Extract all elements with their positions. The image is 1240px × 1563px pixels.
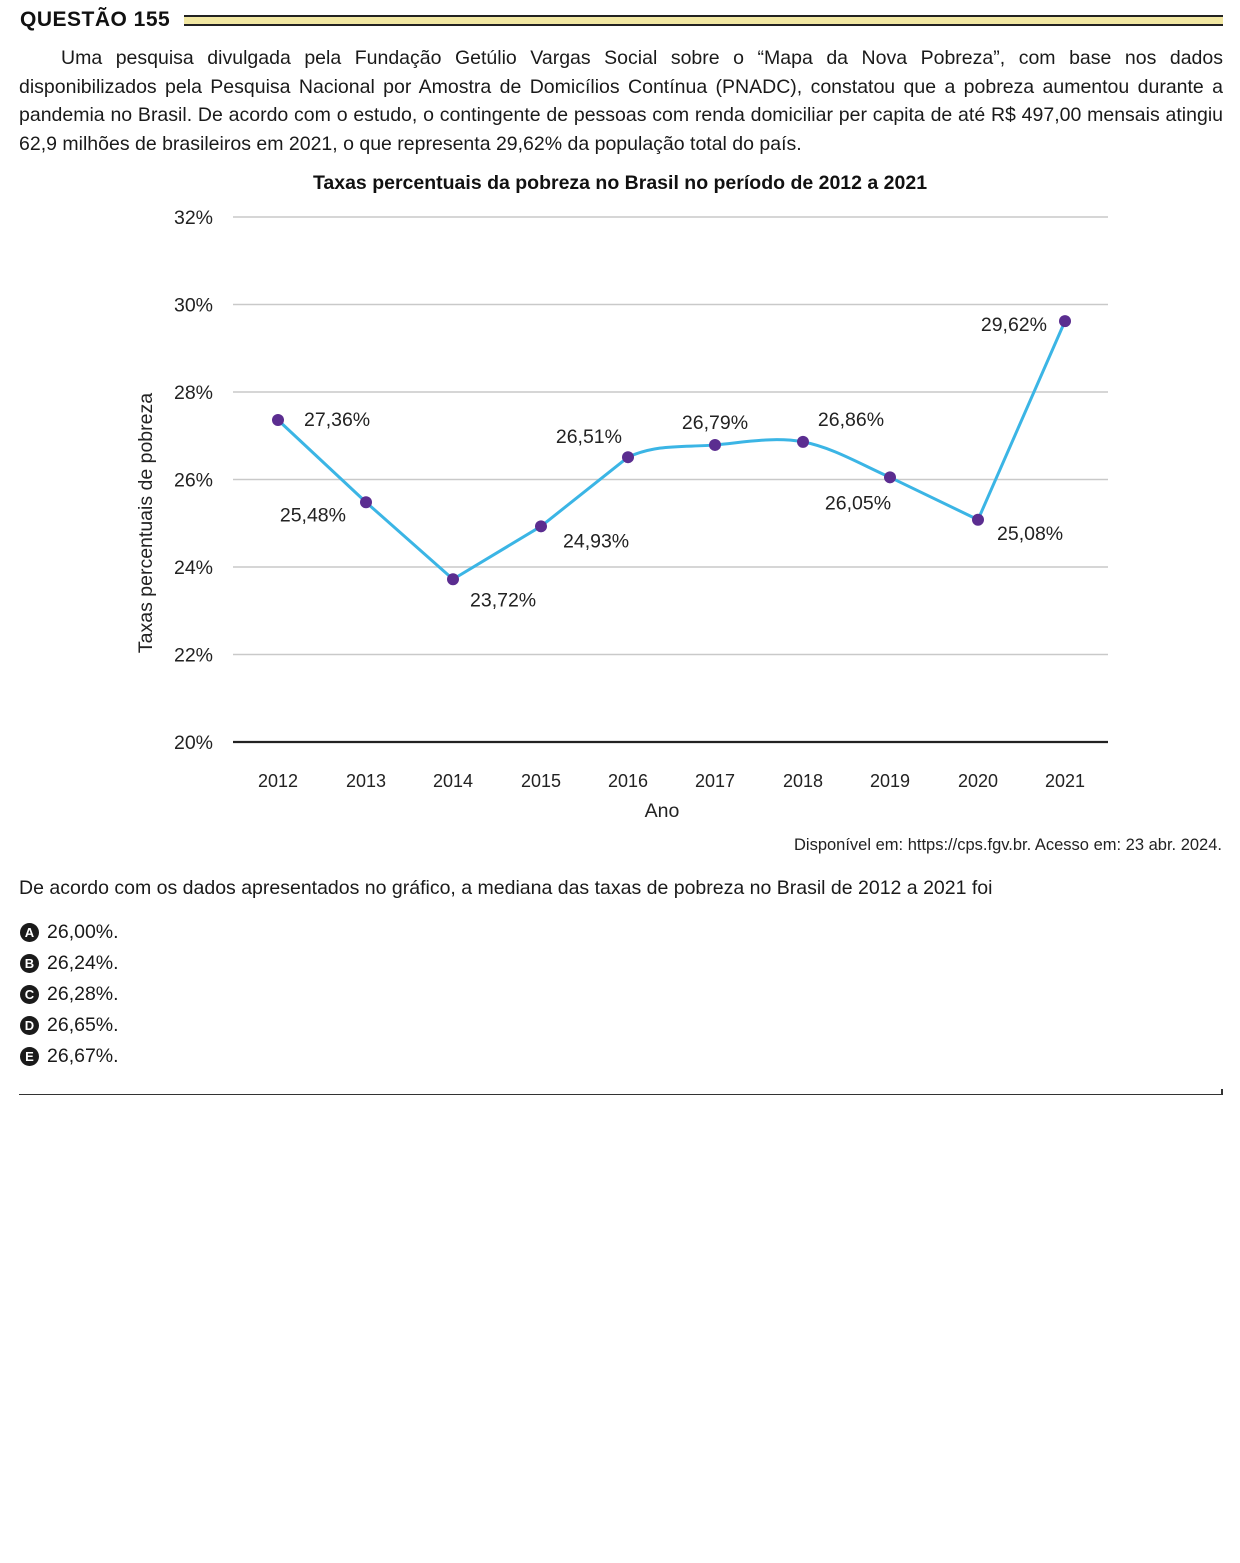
data-point-2016	[622, 451, 634, 464]
option-c[interactable]: C 26,28%.	[20, 979, 119, 1010]
footer-tick	[1221, 1089, 1223, 1095]
data-label-2016: 26,51%	[556, 426, 622, 448]
x-tick-label: 2019	[870, 771, 910, 791]
intro-text: Uma pesquisa divulgada pela Fundação Get…	[19, 47, 1223, 155]
question-title: QUESTÃO 155	[20, 8, 171, 31]
option-e-text: 26,67%.	[47, 1045, 119, 1067]
y-tick-label: 28%	[174, 382, 213, 404]
line-chart: Taxas percentuais da pobreza no Brasil n…	[135, 172, 1108, 822]
option-d-text: 26,65%.	[47, 1014, 119, 1036]
x-tick-label: 2020	[958, 771, 998, 791]
data-point-2012	[272, 414, 284, 426]
y-tick-label: 20%	[174, 732, 213, 754]
data-label-2013: 25,48%	[280, 504, 346, 526]
data-label-2018: 26,86%	[818, 409, 884, 431]
y-tick-label: 30%	[174, 295, 213, 317]
question-prompt: De acordo com os dados apresentados no g…	[19, 877, 993, 899]
x-tick-label: 2017	[695, 771, 735, 791]
header-rule	[184, 14, 1223, 26]
series-line	[276, 319, 1067, 581]
grid-lines	[233, 216, 1108, 744]
data-point-2018	[797, 435, 809, 448]
data-point-2013	[360, 496, 372, 509]
x-tick-label: 2014	[433, 771, 473, 791]
option-b-text: 26,24%.	[47, 952, 119, 974]
x-axis-title: Ano	[645, 800, 680, 822]
option-e-letter: E	[20, 1047, 39, 1066]
chart: Taxas percentuais da pobreza no Brasil n…	[0, 160, 1240, 830]
x-tick-label: 2015	[521, 771, 561, 791]
data-point-2019	[884, 471, 896, 484]
option-b[interactable]: B 26,24%.	[20, 948, 119, 979]
x-tick-label: 2018	[783, 771, 823, 791]
chart-title: Taxas percentuais da pobreza no Brasil n…	[313, 172, 927, 194]
data-point-2020	[972, 513, 984, 526]
option-c-letter: C	[20, 985, 39, 1004]
x-tick-label: 2021	[1045, 771, 1085, 791]
option-e[interactable]: E 26,67%.	[20, 1041, 119, 1072]
x-tick-label: 2012	[258, 771, 298, 791]
option-a[interactable]: A 26,00%.	[20, 917, 119, 948]
source-citation: Disponível em: https://cps.fgv.br. Acess…	[793, 836, 1222, 854]
y-axis-title: Taxas percentuais de pobreza	[135, 393, 157, 653]
data-point-2021	[1059, 315, 1071, 328]
y-tick-label: 22%	[174, 645, 213, 667]
y-tick-label: 32%	[174, 207, 213, 229]
data-markers	[272, 315, 1071, 586]
option-a-letter: A	[20, 923, 39, 942]
data-label-2021: 29,62%	[981, 314, 1047, 336]
option-d[interactable]: D 26,65%.	[20, 1010, 119, 1041]
y-axis-ticks: 20% 22% 24% 26% 28% 30% 32%	[174, 207, 213, 754]
option-b-letter: B	[20, 954, 39, 973]
data-label-2012: 27,36%	[304, 409, 370, 431]
data-labels: 27,36% 25,48% 23,72% 24,93% 26,51% 26,79% 26,8…	[280, 314, 1063, 611]
option-a-text: 26,00%.	[47, 921, 119, 943]
y-tick-label: 24%	[174, 557, 213, 579]
question-header: QUESTÃO 155	[20, 6, 1223, 34]
data-label-2020: 25,08%	[997, 523, 1063, 545]
option-d-letter: D	[20, 1016, 39, 1035]
x-axis-ticks: 2012 2013 2014 2015 2016 2017 2018 2019 2020 2021	[258, 771, 1085, 791]
data-point-2017	[709, 438, 721, 451]
data-point-2014	[447, 573, 459, 586]
option-c-text: 26,28%.	[47, 983, 119, 1005]
data-label-2017: 26,79%	[682, 412, 748, 434]
y-tick-label: 26%	[174, 470, 213, 492]
footer-rule	[19, 1094, 1223, 1095]
x-tick-label: 2016	[608, 771, 648, 791]
data-label-2015: 24,93%	[563, 530, 629, 552]
data-label-2014: 23,72%	[470, 589, 536, 611]
x-tick-label: 2013	[346, 771, 386, 791]
data-label-2019: 26,05%	[825, 492, 891, 514]
data-point-2015	[535, 520, 547, 533]
answer-options: A 26,00%. B 26,24%. C 26,28%. D 26,65%. …	[20, 917, 119, 1072]
